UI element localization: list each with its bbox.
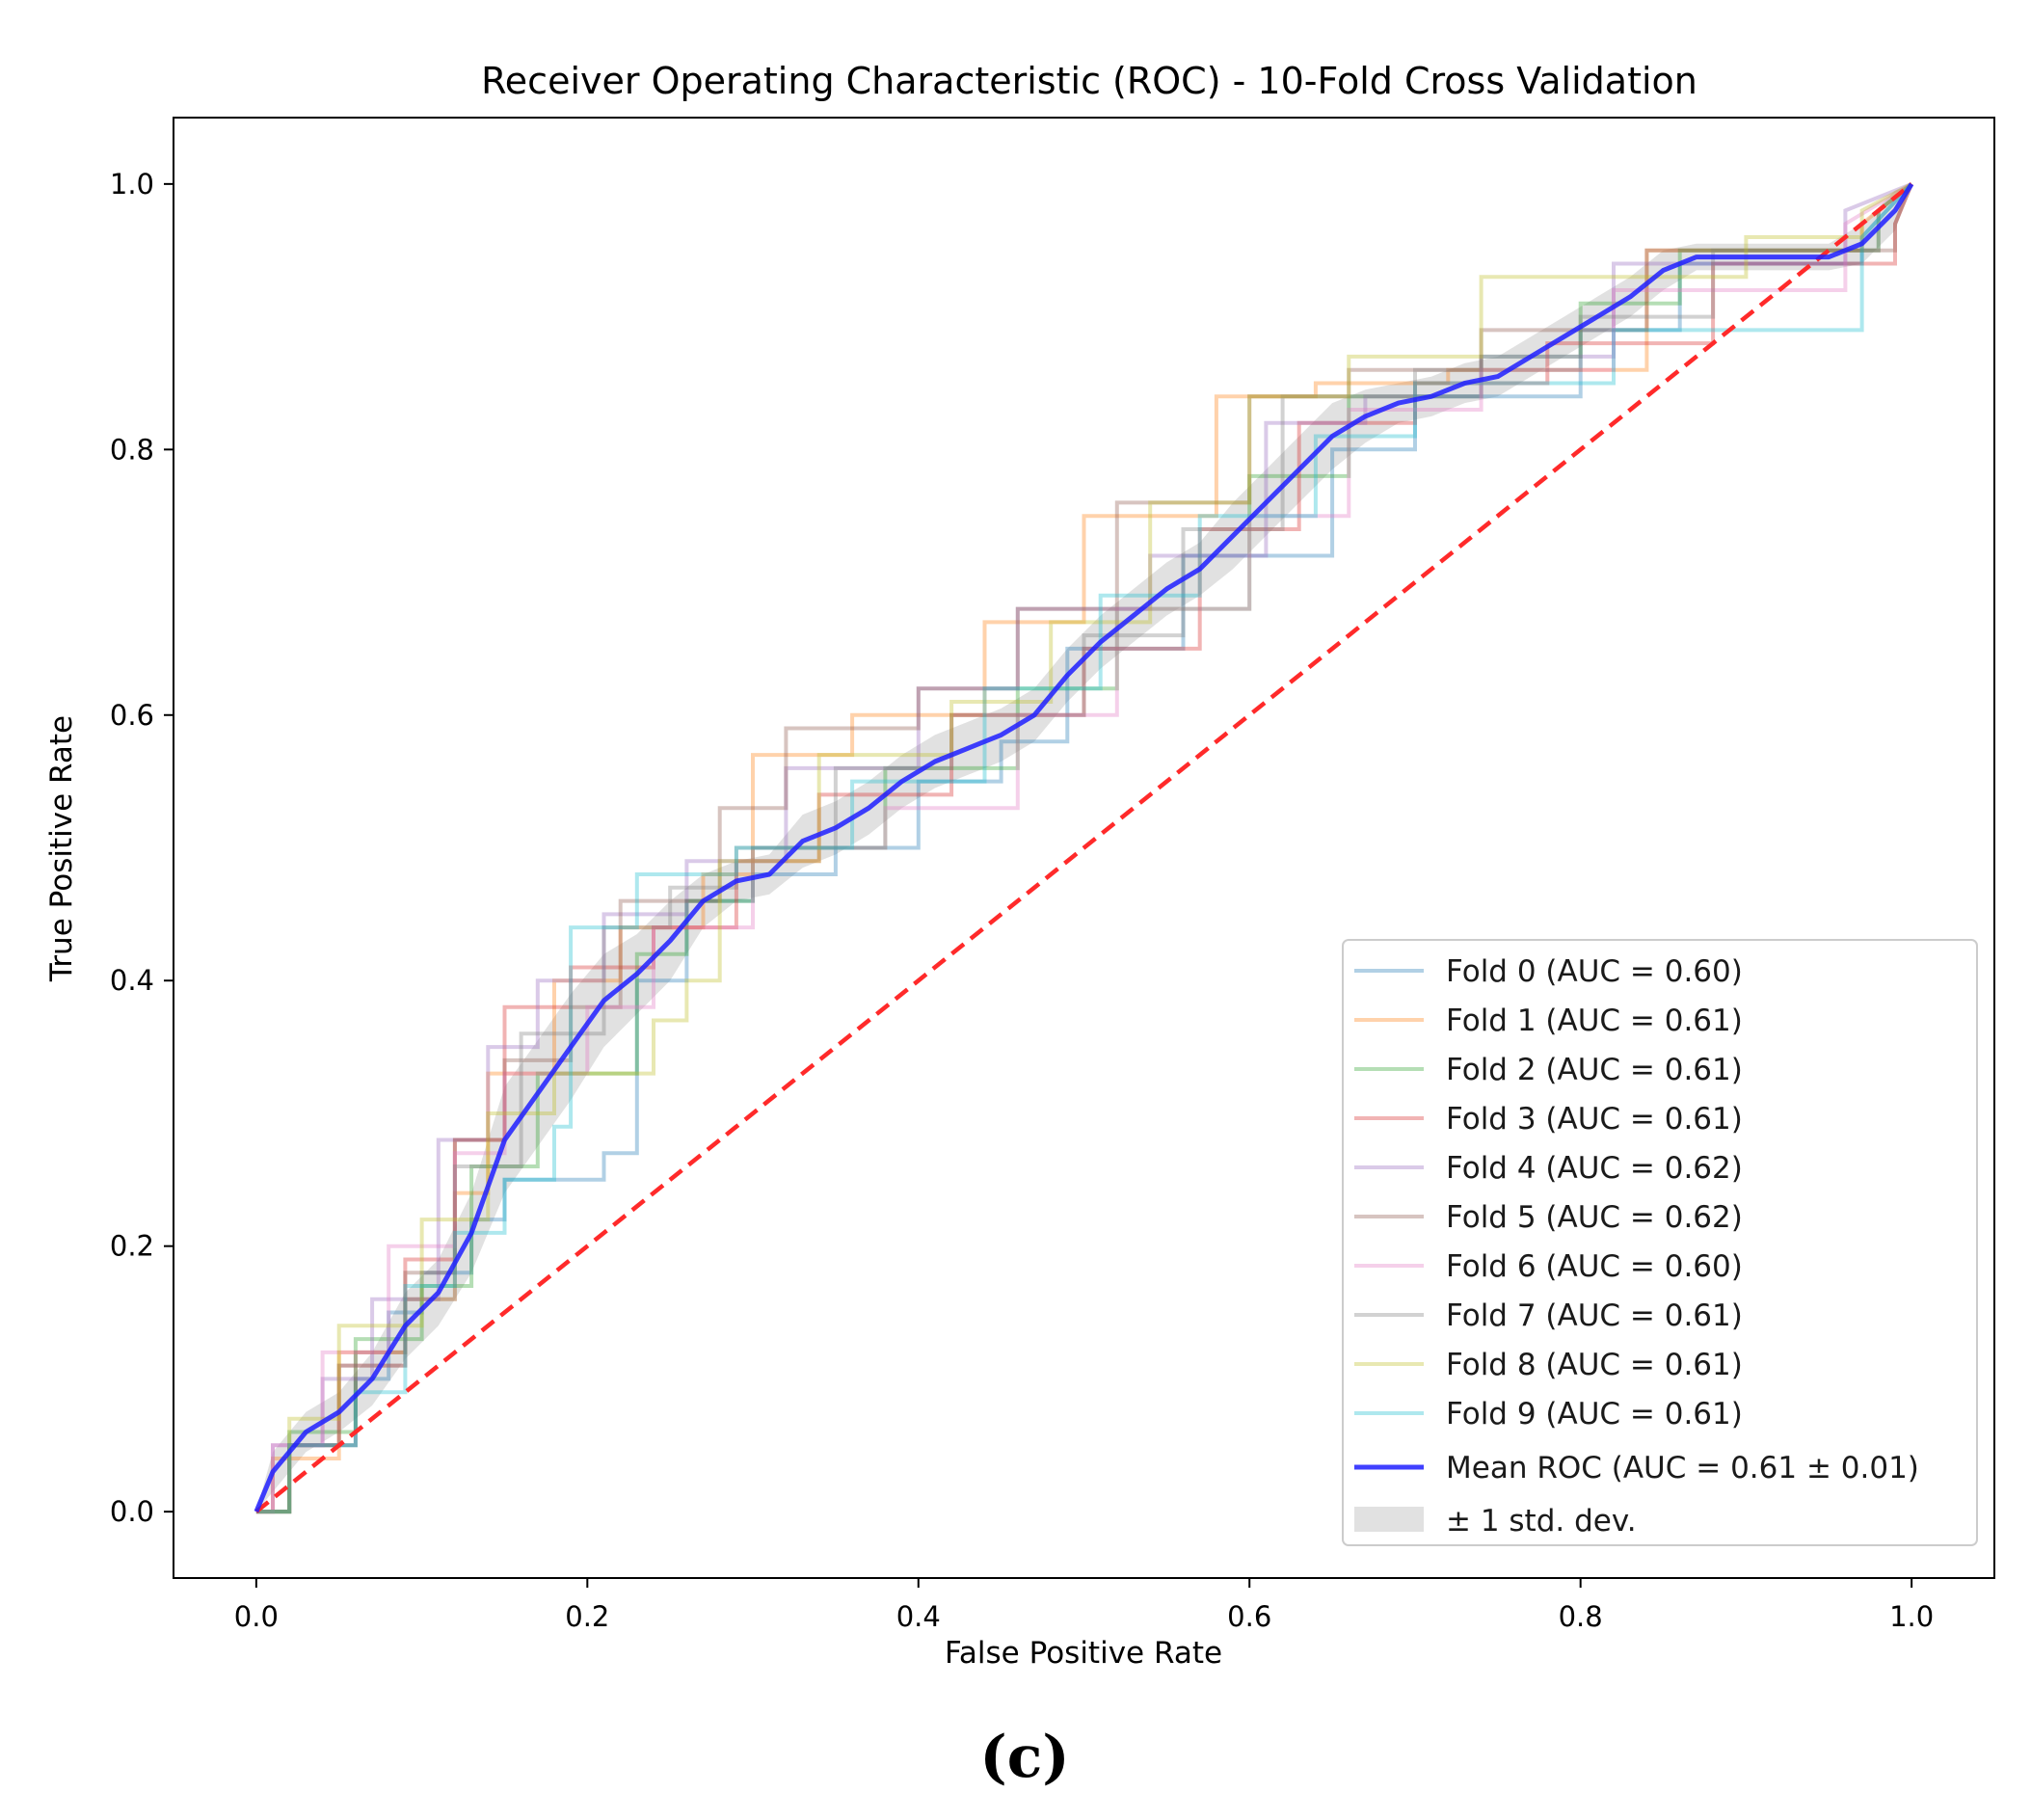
legend-swatch-std-band [1354, 1507, 1424, 1532]
x-tick-label: 0.8 [1559, 1600, 1603, 1633]
legend-label-fold-3: Fold 3 (AUC = 0.61) [1446, 1102, 1743, 1137]
x-tick-label: 0.6 [1227, 1600, 1271, 1633]
y-tick-label: 0.4 [110, 964, 154, 997]
y-tick-label: 1.0 [110, 168, 154, 201]
axes-frame [173, 117, 1995, 1579]
fold-4-roc-line [255, 182, 1912, 1514]
chance-line [254, 182, 1913, 1513]
legend-label-fold-8: Fold 8 (AUC = 0.61) [1446, 1348, 1743, 1382]
legend-label-fold-7: Fold 7 (AUC = 0.61) [1446, 1298, 1743, 1333]
legend-label-fold-5: Fold 5 (AUC = 0.62) [1446, 1200, 1743, 1235]
y-axis-label: True Positive Rate [44, 715, 79, 982]
x-axis-label: False Positive Rate [945, 1636, 1222, 1671]
legend-label-mean-roc: Mean ROC (AUC = 0.61 ± 0.01) [1446, 1451, 1919, 1485]
legend-label-fold-1: Fold 1 (AUC = 0.61) [1446, 1004, 1743, 1038]
y-tick-label: 0.2 [110, 1230, 154, 1263]
y-tick-label: 0.8 [110, 433, 154, 466]
fold-8-roc-line [255, 182, 1913, 1514]
fold-6-roc-line [255, 182, 1913, 1514]
chart-title: Receiver Operating Characteristic (ROC) … [481, 60, 1697, 102]
legend-label-fold-0: Fold 0 (AUC = 0.60) [1446, 954, 1743, 989]
plot-area [173, 117, 1995, 1579]
fold-1-roc-line [255, 182, 1913, 1514]
legend-label-fold-2: Fold 2 (AUC = 0.61) [1446, 1053, 1743, 1087]
x-tick-label: 0.2 [565, 1600, 609, 1633]
fold-2-roc-line [255, 182, 1913, 1514]
x-tick-label: 1.0 [1889, 1600, 1934, 1633]
fold-9-roc-line [255, 182, 1913, 1514]
y-tick-label: 0.0 [110, 1495, 154, 1528]
legend-label-std-band: ± 1 std. dev. [1446, 1504, 1637, 1539]
legend-box [1342, 939, 1978, 1546]
fold-5-roc-line [255, 183, 1913, 1514]
x-tick-label: 0.0 [234, 1600, 279, 1633]
panel-label: (c) [979, 1724, 1069, 1791]
legend-label-fold-9: Fold 9 (AUC = 0.61) [1446, 1397, 1743, 1432]
fold-3-roc-line [255, 183, 1913, 1514]
legend: Fold 0 (AUC = 0.60) Fold 1 (AUC = 0.61) Fo… [1342, 939, 1978, 1546]
fold-7-roc-line [255, 182, 1913, 1514]
y-axis: 0.0 0.2 0.4 0.6 0.8 1.0 [110, 168, 174, 1528]
x-tick-label: 0.4 [896, 1600, 941, 1633]
mean-roc-line [254, 182, 1914, 1513]
y-tick-label: 0.6 [110, 699, 154, 732]
legend-label-fold-4: Fold 4 (AUC = 0.62) [1446, 1151, 1743, 1186]
x-axis: 0.0 0.2 0.4 0.6 0.8 1.0 [234, 1578, 1934, 1633]
legend-label-fold-6: Fold 6 (AUC = 0.60) [1446, 1249, 1743, 1284]
